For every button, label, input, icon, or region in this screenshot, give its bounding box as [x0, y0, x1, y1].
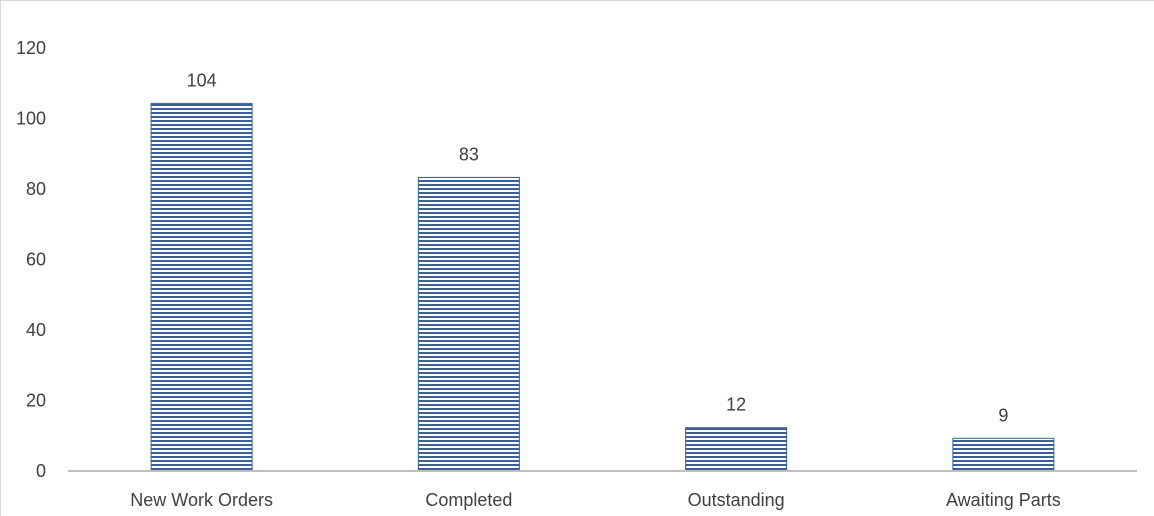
bars-group: [150, 102, 1055, 471]
data-label: 9: [998, 405, 1008, 425]
y-axis-tick-labels: 0 20 40 60 80 100 120: [16, 38, 46, 481]
data-label: 104: [187, 70, 217, 90]
y-tick-label: 20: [26, 391, 46, 411]
x-axis-category-labels: New Work Orders Completed Outstanding Await…: [130, 490, 1060, 510]
y-tick-label: 120: [16, 38, 46, 58]
x-category-label: New Work Orders: [130, 490, 273, 510]
bar-outstanding: [685, 427, 788, 471]
y-tick-label: 40: [26, 320, 46, 340]
bar-completed: [417, 176, 520, 471]
bar-awaiting-parts: [952, 437, 1055, 471]
x-category-label: Completed: [425, 490, 512, 510]
y-tick-label: 0: [36, 461, 46, 481]
x-category-label: Outstanding: [688, 490, 785, 510]
data-labels-group: 104 83 12 9: [187, 70, 1009, 425]
bar-new-work-orders: [150, 102, 253, 471]
y-tick-label: 80: [26, 179, 46, 199]
x-category-label: Awaiting Parts: [946, 490, 1061, 510]
data-label: 83: [459, 144, 479, 164]
y-tick-label: 60: [26, 250, 46, 270]
data-label: 12: [726, 395, 746, 415]
y-tick-label: 100: [16, 109, 46, 129]
